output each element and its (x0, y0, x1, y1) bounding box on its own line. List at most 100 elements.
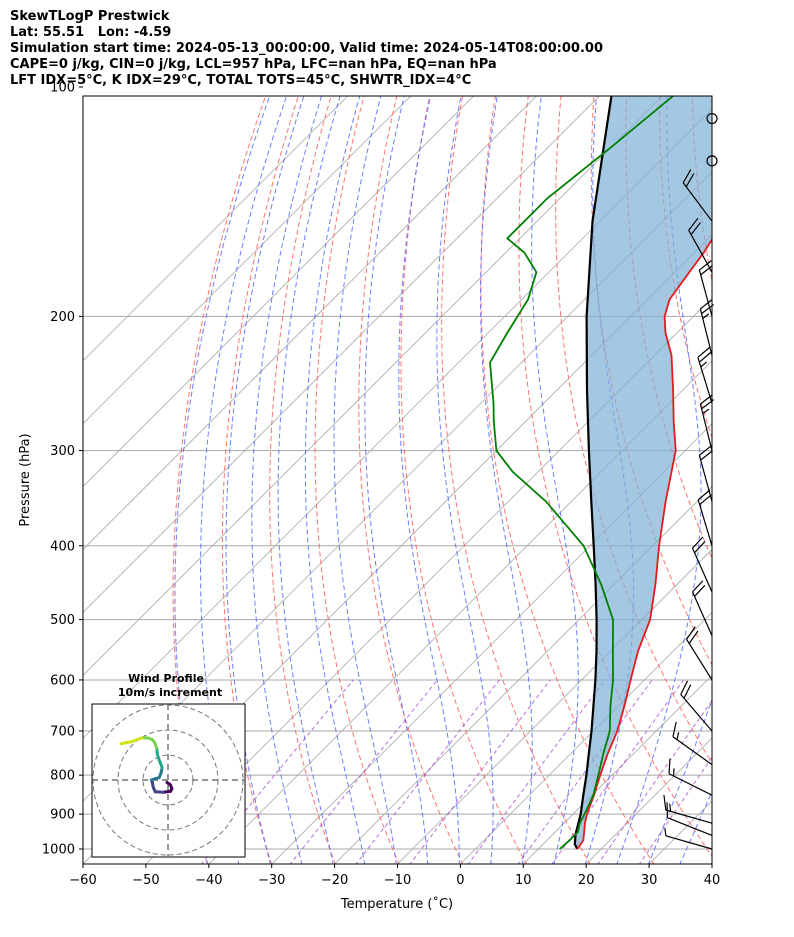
moist-adiabat-line (277, 96, 341, 864)
wind-barb-flag (683, 684, 692, 699)
x-tick-label: −30 (258, 873, 285, 888)
dry-adiabat-line (725, 87, 794, 865)
x-tick-label: −60 (69, 873, 96, 888)
wind-barb (698, 445, 713, 502)
mixing-ratio-line (638, 756, 712, 864)
wind-barb (698, 260, 713, 317)
wind-barb-flag (686, 626, 696, 640)
wind-barb-shaft (667, 817, 713, 837)
wind-barb-flag (672, 721, 677, 737)
wind-barb-flag (701, 303, 715, 315)
y-tick-label: 900 (50, 808, 75, 823)
wind-barb-flag (698, 445, 712, 456)
wind-barb-shaft (697, 499, 713, 546)
y-tick-label: 600 (50, 673, 75, 688)
isotherm-line (83, 96, 349, 362)
moist-adiabat-line (679, 790, 712, 864)
x-tick-label: 40 (704, 873, 721, 888)
y-axis-label: Pressure (hPa) (18, 433, 33, 526)
dry-adiabat-line (480, 96, 655, 864)
wind-barb-half-flag (700, 361, 708, 368)
wind-barb-flag (690, 222, 701, 235)
wind-barb-flag (663, 794, 667, 811)
y-tick-label: 400 (50, 539, 75, 554)
moist-adiabat-line (304, 96, 366, 864)
wind-barb-shaft (697, 357, 713, 404)
wind-barb-flag (694, 541, 706, 554)
wind-barb-shaft (680, 694, 713, 732)
wind-barb-flag (698, 351, 712, 363)
cin-shaded-area (574, 96, 712, 849)
x-tick-label: 30 (641, 873, 658, 888)
isotherm-line (459, 611, 712, 864)
mixing-ratio-line (355, 679, 500, 864)
x-tick-label: 20 (578, 873, 595, 888)
isotherm-line (83, 96, 475, 488)
wind-barb-shaft (691, 547, 713, 593)
x-tick-label: −20 (321, 873, 348, 888)
wind-barb-flag (682, 169, 692, 184)
wind-barb-flag (700, 450, 713, 461)
mixing-ratio-line (517, 679, 653, 864)
hodograph-title: Wind Profile (128, 672, 204, 685)
wind-barb (663, 794, 713, 824)
moist-adiabat-line (710, 861, 712, 864)
moist-adiabat-line (531, 96, 579, 864)
wind-barb-flag (688, 217, 699, 231)
dry-adiabat-line (221, 96, 299, 864)
dry-adiabat-line (314, 96, 400, 864)
y-tick-label: 500 (50, 613, 75, 628)
dry-adiabat-line (358, 96, 464, 864)
wind-barb-shaft (672, 736, 713, 766)
moist-adiabat-line (436, 96, 494, 864)
wind-barb-flag (697, 347, 710, 358)
hodograph-segment (119, 741, 128, 746)
wind-barb-flag (698, 260, 712, 271)
wind-barb (697, 347, 713, 404)
dry-adiabat-line (269, 96, 336, 864)
wind-barb (668, 758, 713, 796)
wind-barb (691, 536, 713, 593)
dry-adiabat-line (757, 87, 794, 865)
wind-barb (686, 626, 713, 681)
isotherm-line (145, 297, 712, 864)
dry-adiabat-line (518, 96, 712, 857)
isotherm-line (83, 96, 412, 425)
wind-barb-shaft (699, 403, 713, 451)
moist-adiabat-line (398, 96, 460, 864)
x-tick-label: −40 (195, 873, 222, 888)
dry-adiabat-line (172, 96, 267, 864)
dry-adiabat-line (790, 87, 794, 865)
isotherm-line (522, 674, 712, 864)
wind-barb-shaft (698, 269, 713, 317)
wind-barb-shaft (686, 638, 713, 681)
moist-adiabat-line (616, 96, 702, 864)
wind-barb (664, 828, 713, 850)
wind-barb-shaft (682, 182, 713, 222)
wind-barb-shaft (688, 229, 713, 273)
moist-adiabat-line (225, 96, 305, 864)
x-axis-label: Temperature (˚C) (340, 896, 453, 912)
dry-adiabat-line (441, 96, 591, 864)
wind-barb-flag (699, 494, 712, 506)
moist-adiabat-line (480, 96, 533, 864)
wind-barb-half-flag (669, 803, 672, 812)
wind-barb-shaft (665, 835, 713, 850)
dry-adiabat-line (400, 96, 528, 864)
wind-barb (691, 580, 713, 637)
moist-adiabat-line (200, 96, 288, 864)
wind-barb-calm (706, 112, 718, 125)
chart-title-cape: CAPE=0 j/kg, CIN=0 j/kg, LCL=957 hPa, LF… (10, 57, 497, 72)
hodograph-subtitle: 10m/s increment (118, 686, 222, 699)
moist-adiabat-line (364, 96, 429, 864)
wind-barb-flag (700, 264, 713, 276)
mixing-ratio-line (467, 679, 606, 864)
wind-barb-flag (692, 580, 704, 593)
y-tick-label: 1000 (42, 843, 75, 858)
y-tick-label: 800 (50, 769, 75, 784)
wind-barb (699, 299, 715, 356)
wind-barb (688, 217, 713, 273)
wind-barb-flag (680, 680, 689, 695)
wind-barb-half-flag (664, 828, 667, 836)
mixing-ratio-line (289, 679, 438, 864)
